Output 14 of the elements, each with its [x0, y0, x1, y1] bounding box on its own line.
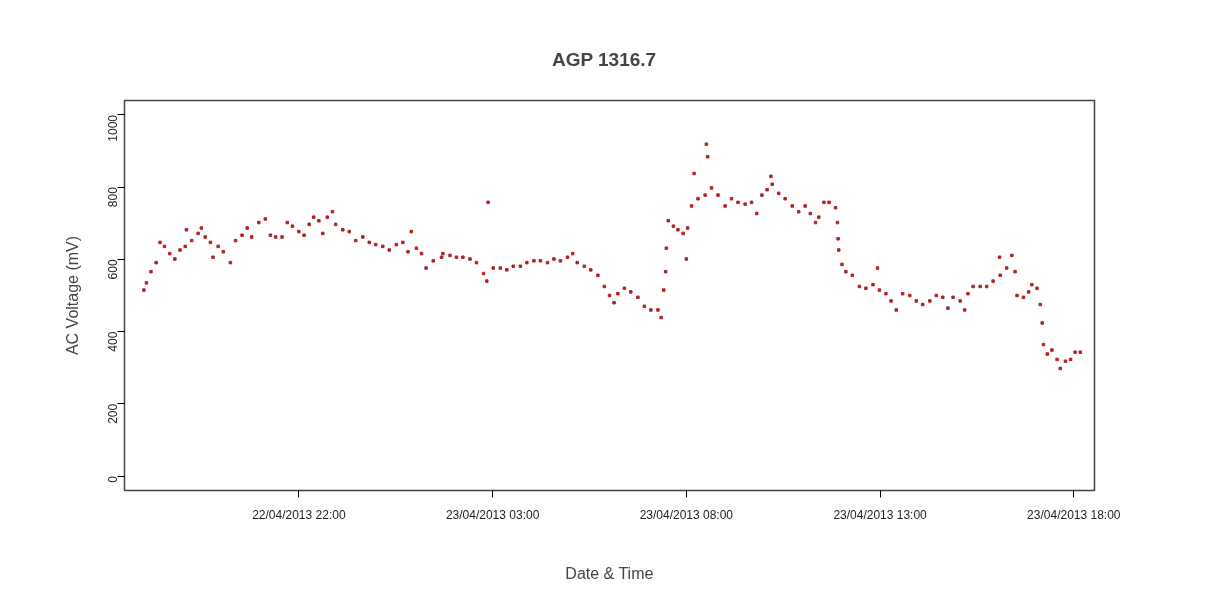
y-tick-label: 1000 — [106, 114, 120, 142]
x-tick-label: 23/04/2013 18:00 — [1027, 507, 1121, 522]
x-axis-title: Date & Time — [565, 564, 654, 582]
y-tick-label: 0 — [106, 475, 120, 483]
y-tick-label: 600 — [106, 259, 120, 280]
y-tick-label: 800 — [106, 186, 120, 208]
y-axis-title: AC Voltage (mV) — [63, 235, 81, 356]
y-tick-label: 400 — [106, 331, 120, 352]
x-tick-label: 23/04/2013 03:00 — [445, 507, 540, 522]
y-tick-label: 200 — [106, 403, 120, 424]
x-tick-label: 23/04/2013 08:00 — [639, 507, 734, 522]
x-tick-label: 22/04/2013 22:00 — [252, 507, 346, 522]
x-tick-label: 23/04/2013 13:00 — [833, 507, 928, 522]
chart-title: AGP 1316.7 — [551, 48, 657, 70]
